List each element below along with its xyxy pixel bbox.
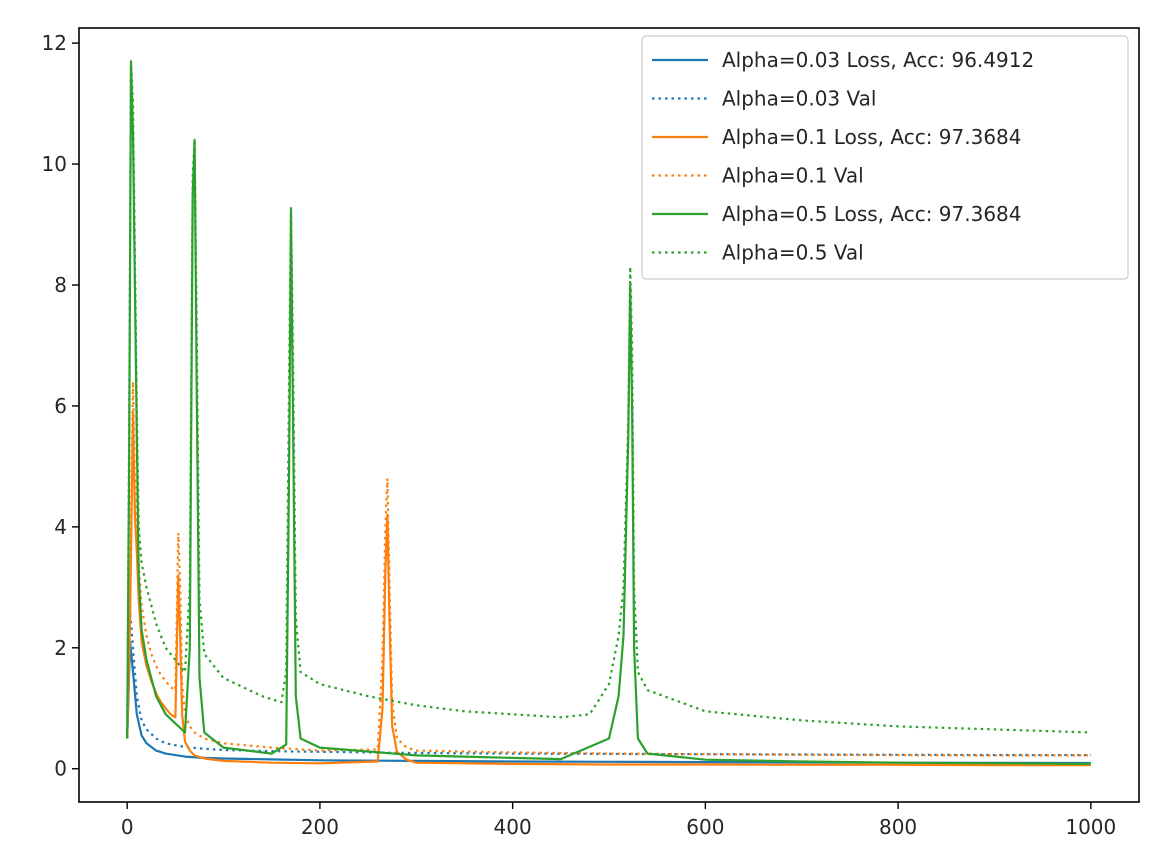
x-tick-label-0: 0: [121, 815, 134, 839]
x-axis: 0 200 400 600 800 1000: [121, 802, 1116, 839]
y-tick-label-4: 8: [54, 273, 67, 297]
y-tick-label-6: 12: [42, 31, 67, 55]
legend-label-2: Alpha=0.1 Loss, Acc: 97.3684: [722, 125, 1022, 149]
y-tick-label-2: 4: [54, 515, 67, 539]
series-line-0: [126, 640, 1091, 765]
legend-label-0: Alpha=0.03 Loss, Acc: 96.4912: [722, 48, 1034, 72]
series-layer: [126, 60, 1091, 767]
legend-label-4: Alpha=0.5 Loss, Acc: 97.3684: [722, 202, 1022, 226]
y-tick-label-3: 6: [54, 394, 67, 418]
x-tick-label-2: 400: [494, 815, 532, 839]
x-tick-label-3: 600: [686, 815, 724, 839]
legend-label-3: Alpha=0.1 Val: [722, 164, 864, 188]
legend-label-5: Alpha=0.5 Val: [722, 241, 864, 265]
legend-label-1: Alpha=0.03 Val: [722, 87, 876, 111]
axes-frame: [78, 27, 1140, 803]
y-tick-label-0: 0: [54, 757, 67, 781]
legend-box: [641, 35, 1129, 280]
series-line-2: [126, 410, 1091, 767]
legend: Alpha=0.03 Loss, Acc: 96.4912 Alpha=0.03 …: [641, 35, 1129, 280]
y-tick-label-1: 2: [54, 636, 67, 660]
y-axis: 0 2 4 6 8 10 12: [42, 31, 79, 781]
y-tick-label-5: 10: [42, 152, 67, 176]
x-tick-label-4: 800: [879, 815, 917, 839]
x-tick-label-5: 1000: [1065, 815, 1116, 839]
series-line-5: [126, 60, 1091, 739]
x-tick-label-1: 200: [301, 815, 339, 839]
